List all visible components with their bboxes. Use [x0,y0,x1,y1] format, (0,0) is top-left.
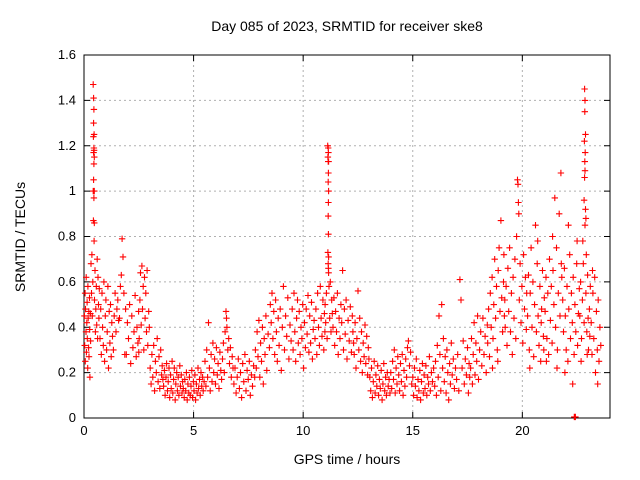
x-tick-label: 15 [406,423,420,438]
y-tick-label: 1.6 [58,47,76,62]
y-tick-label: 1.2 [58,138,76,153]
y-tick-label: 0 [69,410,76,425]
plot-frame [83,54,611,419]
y-tick-label: 0.4 [58,319,76,334]
tick-marks [83,54,610,419]
x-tick-label: 10 [296,423,310,438]
data-points [81,81,604,421]
y-tick-label: 1 [69,183,76,198]
chart-title: Day 085 of 2023, SRMTID for receiver ske… [211,18,483,34]
y-tick-label: 0.2 [58,365,76,380]
y-tick-label: 1.4 [58,92,76,107]
x-tick-label: 20 [515,423,529,438]
gridlines [84,55,610,418]
y-tick-label: 0.6 [58,274,76,289]
y-tick-label: 0.8 [58,229,76,244]
x-tick-label: 0 [80,423,87,438]
x-axis-label: GPS time / hours [293,451,401,467]
x-tick-label: 5 [190,423,197,438]
